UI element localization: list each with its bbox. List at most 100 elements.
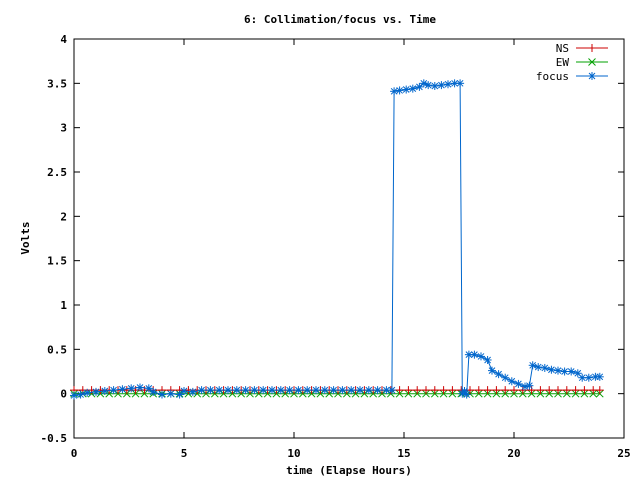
data-point-focus-stroke <box>515 380 522 388</box>
data-point-focus <box>444 80 452 89</box>
x-tick-label: 25 <box>617 447 630 460</box>
legend-marker-ns <box>588 44 596 52</box>
data-point-focus <box>356 386 364 395</box>
data-point-focus <box>501 373 510 382</box>
data-point-focus-stroke <box>189 388 197 396</box>
data-point-focus <box>118 385 127 394</box>
data-point-focus <box>312 386 320 395</box>
data-point-focus <box>303 386 312 395</box>
data-point-focus <box>276 386 285 395</box>
data-point-focus <box>206 386 215 395</box>
y-tick-label: 1.5 <box>47 255 67 268</box>
data-point-focus-stroke <box>207 386 214 394</box>
data-point-focus-stroke <box>136 384 144 391</box>
data-point-focus-stroke <box>477 353 485 360</box>
data-point-focus-stroke <box>347 386 355 394</box>
data-point-focus-stroke <box>176 391 183 398</box>
data-point-focus <box>232 386 241 395</box>
data-point-ns <box>580 386 589 395</box>
data-point-focus <box>408 84 417 93</box>
data-point-focus-stroke <box>554 367 562 374</box>
data-point-focus-stroke <box>303 386 311 394</box>
data-point-focus-stroke <box>365 386 373 394</box>
data-point-focus-stroke <box>420 79 428 87</box>
data-point-ns <box>422 386 430 395</box>
data-point-focus <box>364 386 373 395</box>
data-point-focus <box>158 390 166 399</box>
data-point-focus-stroke <box>312 386 320 394</box>
data-point-focus <box>373 386 382 395</box>
data-point-focus <box>470 350 479 359</box>
data-point-focus <box>144 384 153 393</box>
data-point-focus <box>250 386 259 395</box>
y-tick-label: 0 <box>60 388 67 401</box>
data-point-focus <box>329 386 338 395</box>
series-ew <box>70 389 604 398</box>
plot-border <box>73 38 625 439</box>
data-point-focus-stroke <box>541 364 549 372</box>
plot-frame <box>73 38 625 439</box>
data-point-focus <box>175 390 184 399</box>
data-point-focus <box>437 81 446 90</box>
data-point-focus-stroke <box>463 391 471 398</box>
data-point-focus-stroke <box>444 80 452 88</box>
data-point-focus <box>528 361 537 370</box>
data-point-focus <box>83 388 92 397</box>
data-point-focus-stroke <box>388 386 396 394</box>
data-point-focus <box>477 352 485 361</box>
data-point-focus-stroke <box>488 367 496 374</box>
data-point-focus-stroke <box>409 85 417 93</box>
data-point-ns <box>510 386 518 395</box>
data-point-focus-stroke <box>438 81 445 89</box>
data-point-focus <box>109 386 118 395</box>
data-point-focus-stroke <box>534 363 542 371</box>
data-point-ns <box>474 386 483 395</box>
data-point-focus <box>241 386 250 395</box>
data-point-ns <box>430 386 439 395</box>
y-axis-ticks: -0.5 0 0.5 1 1.5 2 2.5 3 3.5 4 <box>41 33 624 445</box>
data-point-focus-stroke <box>268 386 276 394</box>
data-point-focus-stroke <box>295 386 302 394</box>
data-point-focus <box>197 386 206 395</box>
data-point-focus <box>320 386 329 395</box>
data-point-focus-stroke <box>548 366 555 374</box>
data-point-ns <box>448 386 457 395</box>
data-point-ns <box>595 386 604 395</box>
data-point-focus <box>424 81 433 90</box>
data-point-focus <box>92 387 100 396</box>
data-point-focus-stroke <box>567 368 575 375</box>
data-point-focus-stroke <box>383 386 390 394</box>
data-point-focus <box>338 386 347 395</box>
data-point-focus <box>347 386 356 395</box>
data-point-focus <box>180 387 188 396</box>
legend-marker-focus-stroke <box>588 72 596 80</box>
data-point-focus-stroke <box>321 386 329 394</box>
data-point-focus-stroke <box>495 370 502 378</box>
x-tick-label: 0 <box>71 447 78 460</box>
data-point-focus-stroke <box>259 386 267 394</box>
data-point-focus-stroke <box>277 386 285 394</box>
data-point-focus-stroke <box>180 387 188 395</box>
data-point-focus-stroke <box>339 386 346 394</box>
data-point-focus-stroke <box>508 377 516 385</box>
y-tick-label: 4 <box>60 33 67 46</box>
data-point-focus-stroke <box>461 387 468 395</box>
data-point-focus-stroke <box>529 361 537 369</box>
data-point-focus <box>136 383 144 392</box>
data-point-focus <box>215 386 224 395</box>
data-point-focus <box>224 386 232 395</box>
data-point-focus <box>483 355 492 364</box>
data-point-ns <box>545 386 554 395</box>
data-point-focus <box>149 387 158 396</box>
data-point-focus-stroke <box>330 386 337 394</box>
data-point-focus-stroke <box>119 385 126 393</box>
data-point-focus-stroke <box>526 382 533 390</box>
data-point-focus <box>456 79 465 88</box>
y-tick-label: 1 <box>60 299 67 312</box>
data-point-focus <box>188 387 197 396</box>
data-point-focus-stroke <box>242 386 249 394</box>
data-point-focus <box>285 386 294 395</box>
y-tick-label: 3.5 <box>47 77 67 90</box>
data-point-focus <box>525 381 534 390</box>
